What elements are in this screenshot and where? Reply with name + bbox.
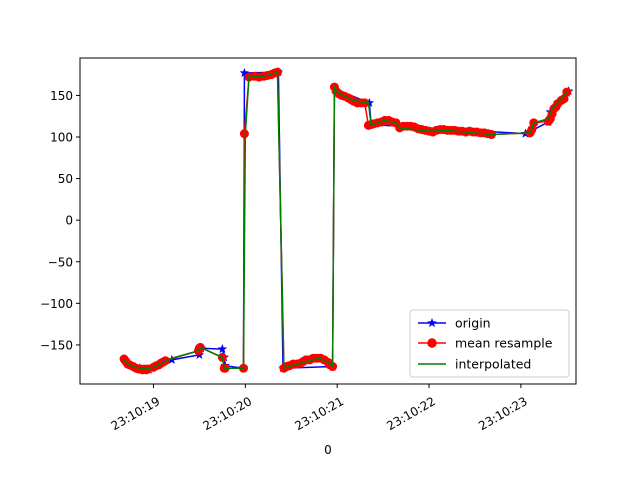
- legend-circle-marker: [427, 338, 437, 348]
- legend-entry: mean resample: [418, 336, 553, 351]
- y-tick-label: −150: [40, 338, 73, 352]
- plot-data-layer: [119, 66, 574, 375]
- legend-label: interpolated: [455, 357, 531, 372]
- legend: origin mean resample interpolated: [409, 309, 570, 378]
- legend-label: mean resample: [455, 336, 553, 351]
- plot-frame: [79, 57, 577, 385]
- legend-entry: origin: [418, 316, 491, 331]
- origin-point: [239, 67, 250, 78]
- y-axis: 150 100 50 0 −50 −100 −150: [40, 89, 80, 352]
- y-tick-label: −100: [40, 297, 73, 311]
- y-tick-label: 50: [58, 172, 73, 186]
- y-tick-label: 100: [50, 131, 73, 145]
- y-tick-label: 150: [50, 89, 73, 103]
- legend-star-marker: [426, 317, 438, 328]
- y-tick-label: −50: [48, 255, 73, 269]
- series-interpolated: [123, 71, 568, 370]
- x-axis-label: 0: [324, 443, 332, 457]
- interpolated-line: [123, 71, 568, 370]
- legend-box: [409, 309, 570, 378]
- legend-entry: interpolated: [418, 357, 531, 372]
- origin-point: [217, 343, 228, 354]
- y-tick-label: 0: [65, 214, 73, 228]
- legend-label: origin: [455, 316, 491, 331]
- mean-resample-point: [239, 129, 249, 139]
